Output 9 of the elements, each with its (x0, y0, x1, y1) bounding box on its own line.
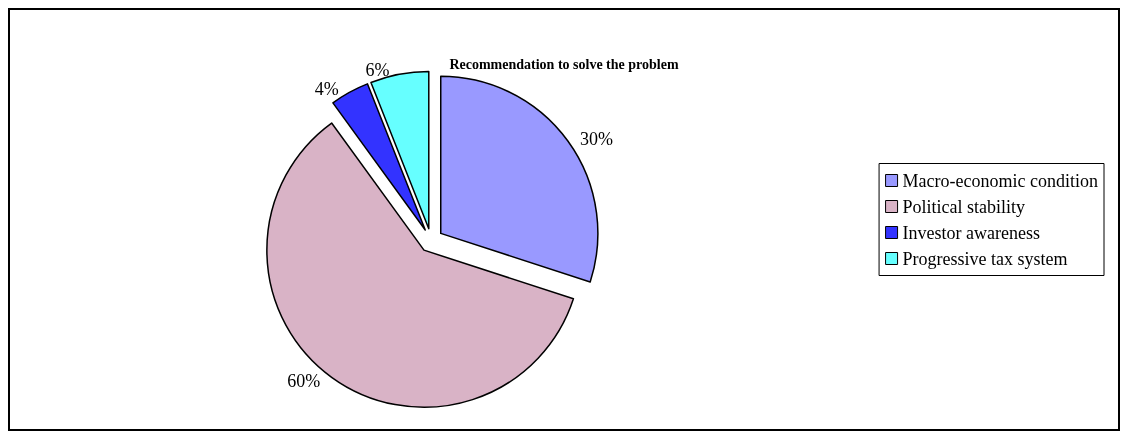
chart-title: Recommendation to solve the problem (449, 56, 679, 72)
data-label: 6% (365, 60, 390, 81)
data-label: 30% (580, 128, 614, 149)
legend-label: Political stability (902, 196, 1026, 217)
legend-label: Investor awareness (902, 222, 1041, 243)
legend-label: Progressive tax system (902, 248, 1068, 269)
legend-label: Macro-economic condition (902, 170, 1098, 191)
data-label: 60% (287, 370, 321, 391)
data-label: 4% (314, 78, 339, 99)
